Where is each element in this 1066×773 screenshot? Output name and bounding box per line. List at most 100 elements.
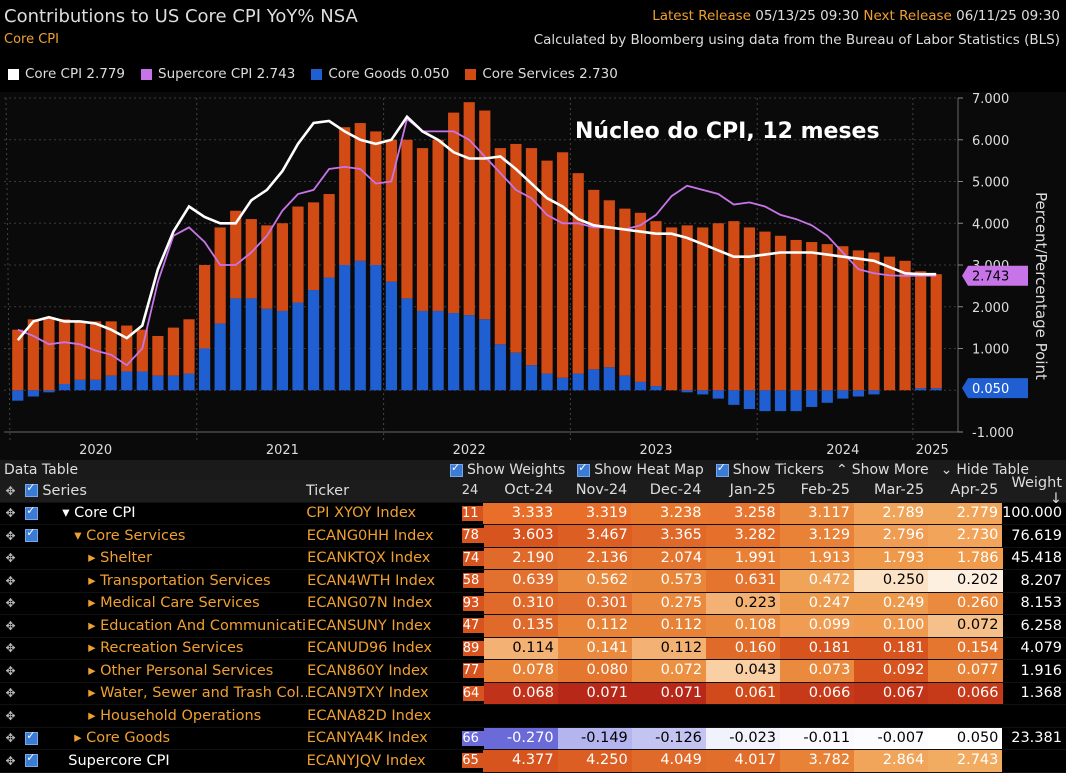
- move-handle-icon[interactable]: ✥: [0, 574, 21, 588]
- heatmap-cell[interactable]: -0.149: [558, 728, 632, 750]
- legend-item[interactable]: Core Goods 0.050: [311, 66, 449, 82]
- heatmap-cell[interactable]: 0.631: [706, 570, 780, 592]
- ticker[interactable]: CPI XYOY Index: [306, 505, 462, 521]
- heatmap-cell[interactable]: 0.135: [484, 615, 558, 637]
- move-handle-icon[interactable]: ✥: [0, 596, 21, 610]
- heatmap-cell[interactable]: 0.072: [632, 660, 706, 682]
- legend-item[interactable]: Core Services 2.730: [465, 66, 617, 82]
- heatmap-cell[interactable]: 2.730: [928, 525, 1002, 547]
- heatmap-cell[interactable]: 3.365: [632, 525, 706, 547]
- heatmap-cell[interactable]: -0.126: [632, 728, 706, 750]
- move-handle-icon[interactable]: ✥: [0, 686, 21, 700]
- heatmap-cell[interactable]: 3.319: [557, 503, 631, 525]
- series-name[interactable]: ▾ Core Services: [42, 528, 306, 544]
- heatmap-cell[interactable]: 2.190: [484, 548, 558, 570]
- move-handle-icon[interactable]: ✥: [0, 529, 21, 543]
- heatmap-cell[interactable]: 4.017: [706, 750, 780, 772]
- checkbox-icon[interactable]: [450, 464, 463, 477]
- checkbox-icon[interactable]: [577, 464, 590, 477]
- col-prev[interactable]: 24: [462, 483, 483, 498]
- heatmap-cell[interactable]: 2.789: [854, 503, 928, 525]
- move-handle-icon[interactable]: ✥: [0, 731, 21, 745]
- heatmap-cell[interactable]: 0.077: [928, 660, 1002, 682]
- ticker[interactable]: ECANG0HH Index: [307, 528, 463, 544]
- col-month[interactable]: Jan-25: [706, 480, 780, 502]
- series-name[interactable]: ▸ Household Operations: [42, 708, 307, 724]
- ticker[interactable]: ECANYA4K Index: [307, 730, 463, 746]
- move-handle-icon[interactable]: ✥: [0, 619, 21, 633]
- ticker[interactable]: ECANYJQV Index: [307, 753, 463, 769]
- heatmap-cell[interactable]: [854, 705, 928, 727]
- heatmap-cell[interactable]: 0.061: [706, 683, 780, 705]
- heatmap-cell[interactable]: 3.238: [631, 503, 705, 525]
- heatmap-cell[interactable]: 2.743: [928, 750, 1002, 772]
- checkbox-icon[interactable]: [25, 529, 38, 542]
- ticker[interactable]: ECANG07N Index: [307, 595, 463, 611]
- heatmap-cell[interactable]: [780, 705, 854, 727]
- col-month[interactable]: Oct-24: [483, 480, 557, 502]
- heatmap-cell[interactable]: [558, 705, 632, 727]
- heatmap-cell[interactable]: 0.639: [484, 570, 558, 592]
- heatmap-cell[interactable]: 4.250: [558, 750, 632, 772]
- row-checkbox[interactable]: [21, 754, 42, 767]
- heatmap-cell[interactable]: 3.258: [706, 503, 780, 525]
- heatmap-cell[interactable]: 0.112: [558, 615, 632, 637]
- legend-item[interactable]: Supercore CPI 2.743: [141, 66, 295, 82]
- heatmap-cell[interactable]: 0.080: [558, 660, 632, 682]
- heatmap-cell[interactable]: 2.864: [854, 750, 928, 772]
- heatmap-cell[interactable]: 0.275: [632, 593, 706, 615]
- heatmap-cell[interactable]: -0.007: [854, 728, 928, 750]
- ticker[interactable]: ECANKTQX Index: [307, 550, 463, 566]
- table-row[interactable]: ✥ ▸ Water, Sewer and Trash Col…ECAN9TXY I…: [0, 683, 1066, 706]
- ticker[interactable]: ECANUD96 Index: [307, 640, 463, 656]
- ticker[interactable]: ECAN9TXY Index: [307, 685, 463, 701]
- heatmap-cell[interactable]: 0.112: [632, 615, 706, 637]
- heatmap-cell[interactable]: 0.250: [854, 570, 928, 592]
- heatmap-cell[interactable]: -0.011: [780, 728, 854, 750]
- move-handle-icon[interactable]: ✥: [0, 754, 21, 768]
- heatmap-cell[interactable]: 1.786: [928, 548, 1002, 570]
- series-name[interactable]: ▸ Recreation Services: [42, 640, 307, 656]
- heatmap-cell[interactable]: 2.136: [558, 548, 632, 570]
- row-checkbox[interactable]: [21, 507, 42, 520]
- col-ticker[interactable]: Ticker: [306, 483, 462, 499]
- heatmap-cell[interactable]: 0.573: [632, 570, 706, 592]
- heatmap-cell[interactable]: 0.071: [558, 683, 632, 705]
- heatmap-cell[interactable]: 3.333: [483, 503, 557, 525]
- series-name[interactable]: ▸ Medical Care Services: [42, 595, 307, 611]
- heatmap-cell[interactable]: 0.071: [632, 683, 706, 705]
- heatmap-cell[interactable]: 0.160: [706, 638, 780, 660]
- heatmap-cell[interactable]: 0.562: [558, 570, 632, 592]
- heatmap-cell[interactable]: 0.078: [484, 660, 558, 682]
- col-month[interactable]: Apr-25: [928, 480, 1002, 502]
- heatmap-cell[interactable]: 4.377: [483, 750, 557, 772]
- checkbox-icon[interactable]: [25, 507, 38, 520]
- latest-release-label[interactable]: Latest Release: [652, 8, 751, 24]
- series-name[interactable]: Supercore CPI: [42, 753, 306, 769]
- heatmap-cell[interactable]: 0.310: [484, 593, 558, 615]
- show-tickers-toggle[interactable]: Show Tickers: [716, 462, 824, 478]
- heatmap-cell[interactable]: [484, 705, 558, 727]
- heatmap-cell[interactable]: 0.066: [780, 683, 854, 705]
- heatmap-cell[interactable]: 0.247: [780, 593, 854, 615]
- heatmap-cell[interactable]: 3.117: [780, 503, 854, 525]
- heatmap-cell[interactable]: 1.793: [854, 548, 928, 570]
- col-month[interactable]: Nov-24: [557, 480, 631, 502]
- heatmap-cell[interactable]: 0.068: [484, 683, 558, 705]
- heatmap-cell[interactable]: 0.050: [928, 728, 1002, 750]
- heatmap-cell[interactable]: 0.181: [780, 638, 854, 660]
- heatmap-cell[interactable]: [632, 705, 706, 727]
- heatmap-cell[interactable]: 0.141: [558, 638, 632, 660]
- table-row[interactable]: ✥▸ Education And Communicati…ECANSUNY In…: [0, 615, 1066, 638]
- show-more-button[interactable]: ⌃Show More: [836, 462, 929, 478]
- row-checkbox[interactable]: [21, 529, 42, 542]
- heatmap-cell[interactable]: 0.073: [780, 660, 854, 682]
- series-name[interactable]: ▸ Water, Sewer and Trash Col…: [42, 685, 307, 701]
- heatmap-cell[interactable]: 0.092: [854, 660, 928, 682]
- heatmap-cell[interactable]: 0.154: [928, 638, 1002, 660]
